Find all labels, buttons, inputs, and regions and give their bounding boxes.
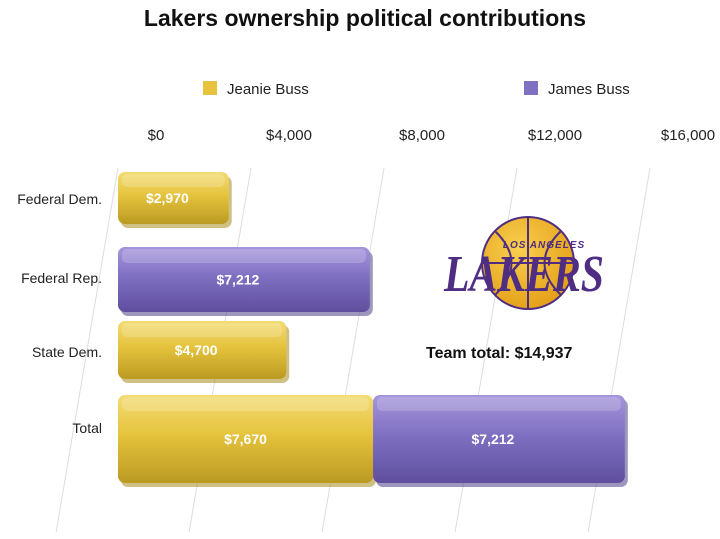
legend-label-jeanie-buss: Jeanie Buss (227, 81, 309, 98)
x-tick-label: $4,000 (266, 127, 312, 144)
bar-value-label: $4,700 (175, 342, 218, 358)
bar-value-label: $7,670 (224, 431, 267, 447)
x-tick-label: $16,000 (661, 127, 715, 144)
bar-segment: $4,700 (118, 321, 290, 383)
bar-segment: $7,212 (373, 395, 628, 487)
x-tick-label: $0 (148, 127, 165, 144)
bar (373, 395, 625, 483)
x-axis-tick-labels: $0 $4,000 $8,000 $12,000 $16,000 (148, 127, 715, 144)
x-tick-label: $8,000 (399, 127, 445, 144)
category-label: Federal Dem. (17, 191, 102, 207)
logo-top-text: LOS ANGELES (503, 240, 585, 251)
los-angeles-lakers-logo: LOS ANGELES LAKERS (443, 216, 604, 310)
bar (118, 395, 374, 483)
legend: Jeanie Buss James Buss (203, 81, 630, 98)
team-total-annotation: Team total: $14,937 (426, 345, 573, 362)
chart-title: Lakers ownership political contributions (144, 5, 586, 31)
legend-swatch-jeanie-buss (203, 81, 217, 95)
legend-label-james-buss: James Buss (548, 81, 630, 98)
bar-bevel (122, 397, 370, 411)
bar-value-label: $7,212 (472, 431, 515, 447)
bar-bevel (377, 397, 621, 411)
bar (118, 172, 229, 224)
bar-bevel (122, 249, 366, 263)
category-label: Federal Rep. (21, 270, 102, 286)
bar-segment: $7,670 (118, 395, 377, 487)
bar-bevel (122, 323, 283, 337)
bar-value-label: $7,212 (216, 272, 259, 288)
logo-main-text: LAKERS (443, 246, 604, 303)
category-label: Total (72, 420, 102, 436)
bar (118, 247, 370, 312)
x-tick-label: $12,000 (528, 127, 582, 144)
bar (118, 321, 287, 379)
bar-bevel (122, 174, 225, 187)
bar-value-label: $2,970 (146, 190, 189, 206)
bar-segment: $7,212 (118, 247, 373, 316)
bars: $2,970 $7,212 $4,700 $7,670 $7,212 (118, 172, 628, 487)
category-labels: Federal Dem. Federal Rep. State Dem. Total (17, 191, 102, 436)
gridline (55, 167, 119, 533)
category-label: State Dem. (32, 344, 102, 360)
bar-segment: $2,970 (118, 172, 232, 228)
legend-swatch-james-buss (524, 81, 538, 95)
